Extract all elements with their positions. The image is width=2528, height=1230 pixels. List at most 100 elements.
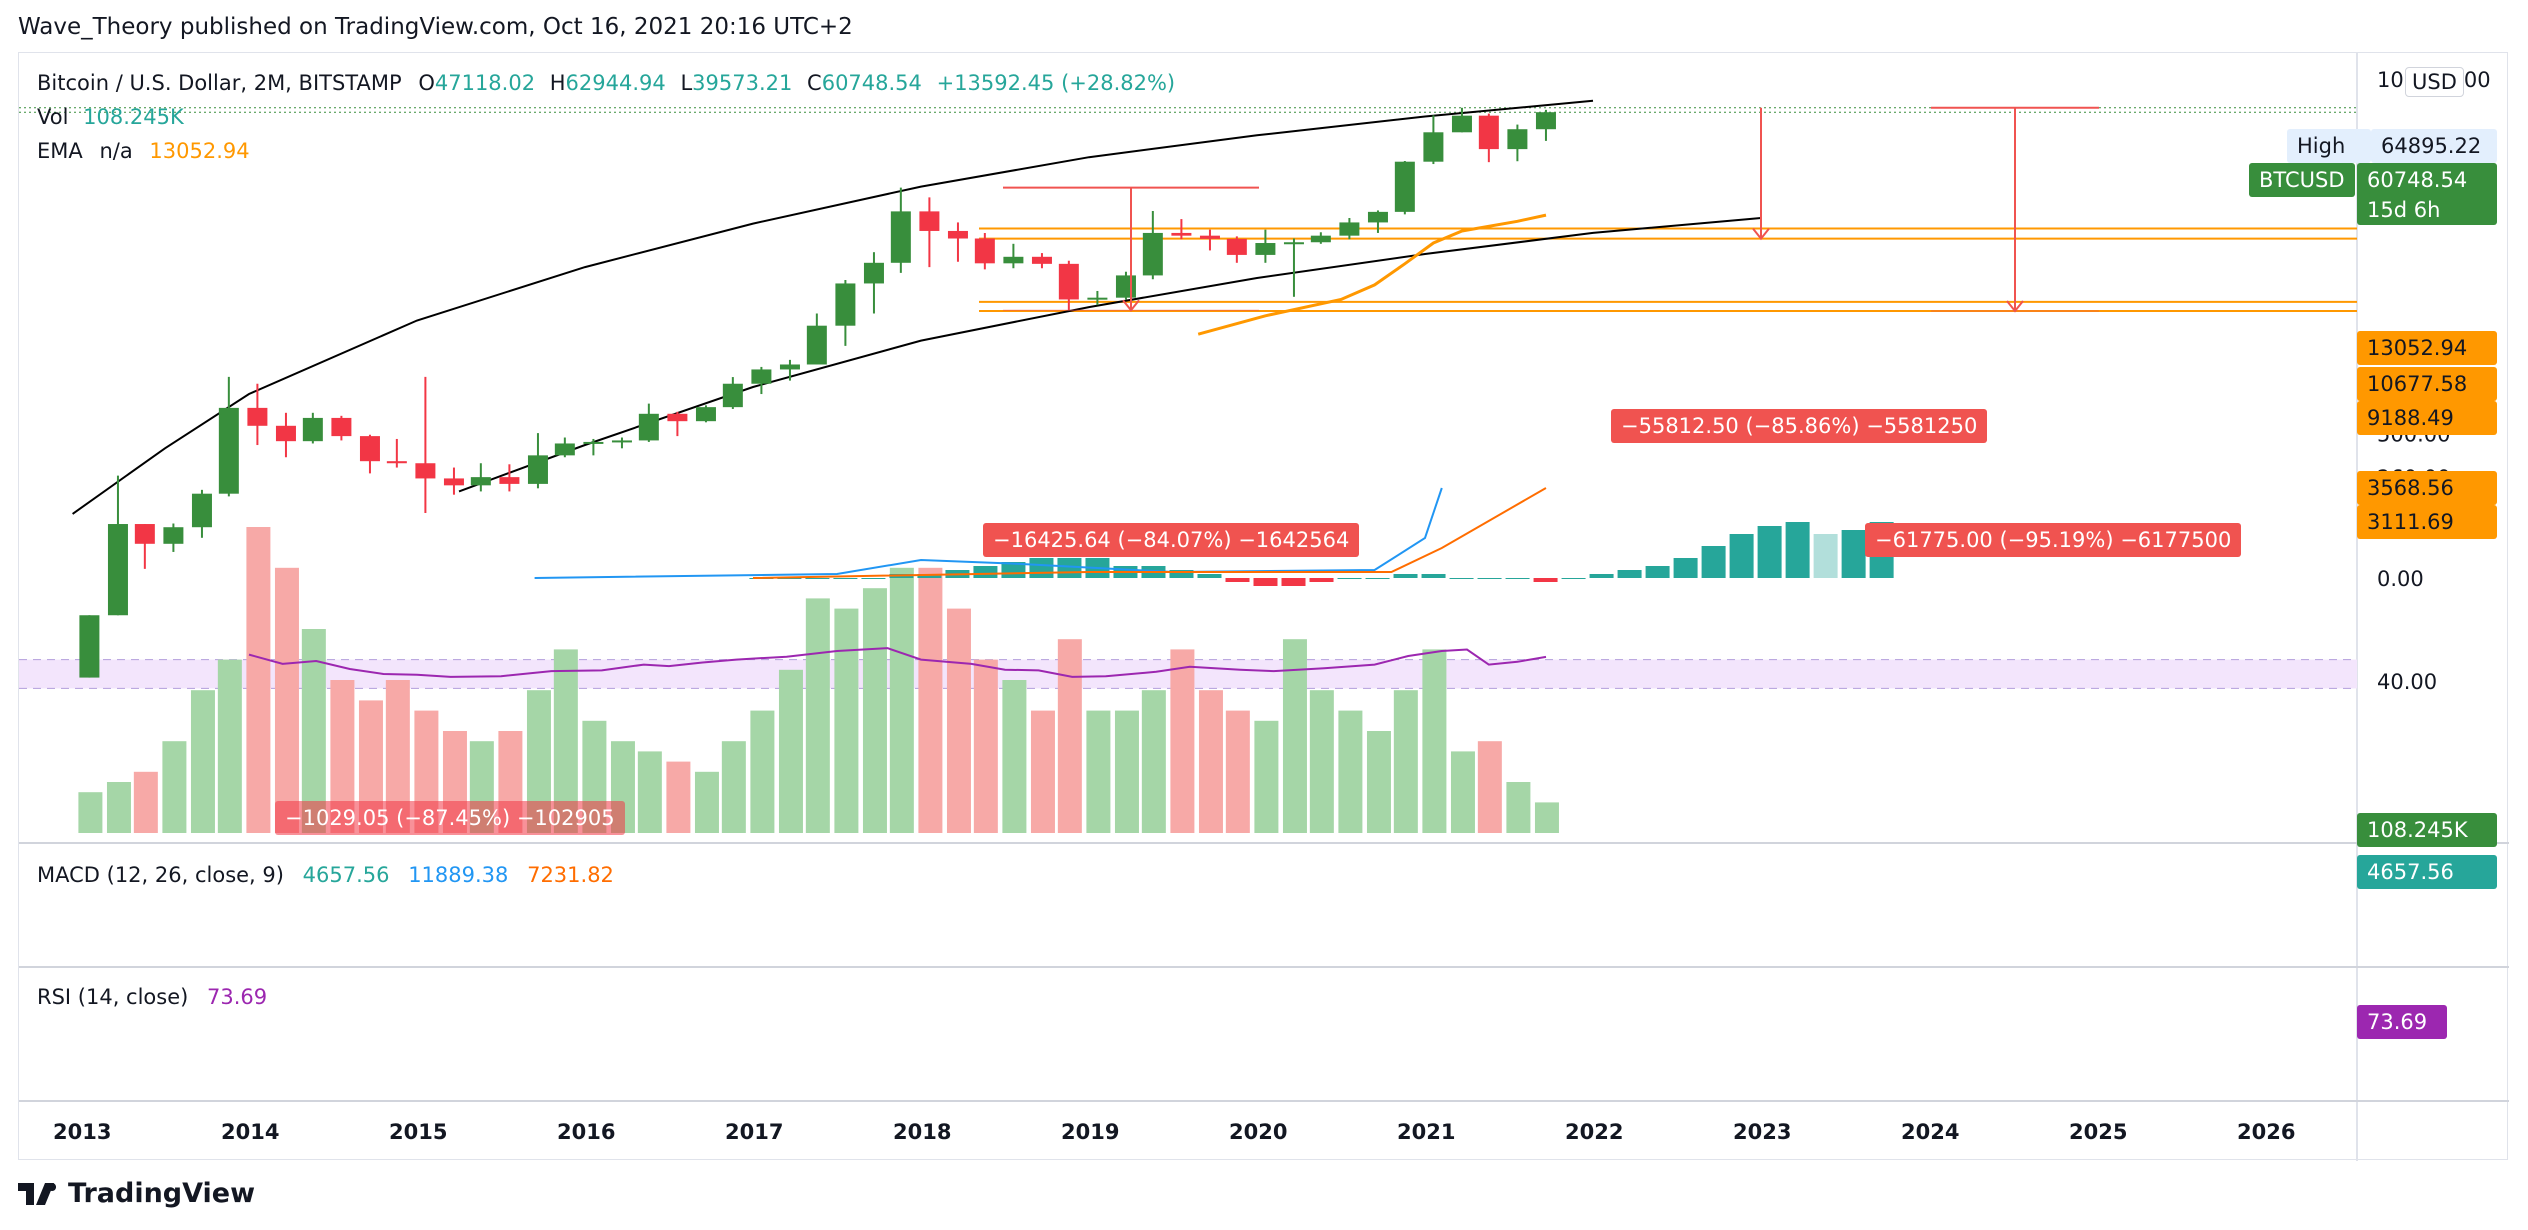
macd-histogram-bar [1841, 530, 1866, 578]
rsi-legend: RSI (14, close) 73.69 [37, 985, 267, 1009]
macd-histogram-bar [1729, 534, 1754, 578]
volume-bar [973, 659, 998, 833]
publisher-line: Wave_Theory published on TradingView.com… [18, 14, 853, 40]
x-tick-label: 2019 [1061, 1120, 1119, 1144]
chart-frame[interactable]: 180000.00100000.0026000.002000.001000.00… [18, 52, 2509, 1161]
candle-body [835, 283, 856, 326]
candle-body [1031, 256, 1052, 264]
x-tick-label: 2026 [2237, 1120, 2295, 1144]
candle-body [247, 407, 268, 426]
macd-histogram-bar [1309, 578, 1334, 582]
candle-body [79, 615, 100, 678]
level-tag-3: 3568.56 [2357, 471, 2497, 505]
ema-na: n/a [99, 139, 133, 163]
currency-button[interactable]: USD [2405, 67, 2464, 97]
ema-line [1197, 213, 1547, 336]
volume-bar [862, 588, 887, 833]
candle-body [443, 478, 464, 486]
upper-trend-curve [72, 99, 1594, 515]
volume-bar [1114, 710, 1139, 833]
candle-body [1451, 115, 1472, 133]
x-tick-label: 2013 [53, 1120, 111, 1144]
volume-bar [1225, 710, 1250, 833]
volume-bar [1338, 710, 1363, 833]
candle-body [974, 238, 995, 264]
macd-histogram-bar [1057, 558, 1082, 578]
rsi-tick-label: 40.00 [2377, 670, 2437, 694]
candle-body [218, 407, 239, 494]
macd-histogram-bar [1449, 578, 1474, 579]
volume-value: 108.245K [83, 105, 184, 129]
macd-histogram-bar [1813, 534, 1838, 578]
macd-histogram-bar [1757, 526, 1782, 578]
macd-histogram-bar [1197, 574, 1222, 578]
rsi-tag: 73.69 [2357, 1005, 2447, 1039]
volume-bar [1477, 741, 1502, 833]
candle-body [191, 493, 212, 528]
macd-signal-value: 7231.82 [527, 863, 614, 887]
macd-histogram-bar [973, 566, 998, 578]
symbol-name: Bitcoin / U.S. Dollar, 2M, BITSTAMP [37, 71, 402, 95]
candle-body [1087, 297, 1108, 300]
candle-body [695, 407, 716, 422]
candle-body [134, 524, 155, 544]
volume-bar [1170, 649, 1195, 833]
macd-histogram-bar [1365, 578, 1390, 579]
measure-label-3[interactable]: −61775.00 (−95.19%) −6177500 [1865, 523, 2242, 557]
volume-bar [162, 741, 187, 833]
candle-body [359, 436, 380, 462]
macd-histogram-bar [1281, 578, 1306, 586]
footer-brand[interactable]: TradingView [18, 1178, 255, 1209]
macd-histogram-bar [777, 578, 802, 579]
macd-histogram-bar [1169, 570, 1194, 578]
macd-histogram-bar [1785, 522, 1810, 578]
candle-body [1142, 232, 1163, 276]
high-tag-value: 64895.22 [2371, 129, 2497, 163]
measure-label-4[interactable]: −1029.05 (−87.45%) −102905 [275, 801, 625, 835]
low-label: L [680, 71, 693, 95]
volume-bar [694, 771, 719, 833]
macd-hist-value: 4657.56 [302, 863, 390, 887]
volume-bar [1057, 639, 1082, 833]
candle-body [527, 455, 548, 484]
x-tick-label: 2018 [893, 1120, 951, 1144]
candle-body [779, 364, 800, 370]
volume-bar [78, 792, 103, 833]
candle-body [386, 461, 407, 464]
candle-body [554, 443, 575, 456]
volume-bar [1534, 802, 1559, 833]
close-value: 60748.54 [821, 71, 922, 95]
candle-body [1367, 211, 1388, 223]
x-tick-label: 2022 [1565, 1120, 1623, 1144]
macd-histogram-bar [1645, 566, 1670, 578]
high-value: 62944.94 [565, 71, 666, 95]
volume-bar [1086, 710, 1111, 833]
bar-countdown: 15d 6h [2367, 198, 2441, 222]
ema-label: EMA [37, 139, 83, 163]
candle-body [1478, 115, 1499, 150]
volume-bar [190, 690, 215, 833]
macd-histogram-bar [1561, 578, 1586, 579]
volume-bar [1393, 690, 1418, 833]
candle-body [470, 477, 491, 486]
volume-bar [918, 567, 943, 833]
volume-bar [1450, 751, 1475, 833]
rsi-legend-value: 73.69 [207, 985, 268, 1009]
candle-body [638, 413, 659, 441]
volume-bar [750, 710, 775, 833]
candle-body [1003, 256, 1024, 264]
candle-body [1394, 161, 1415, 212]
low-value: 39573.21 [692, 71, 793, 95]
measure-label-2[interactable]: −16425.64 (−84.07%) −1642564 [983, 523, 1360, 557]
volume-bar [778, 669, 803, 833]
volume-bar [1422, 649, 1447, 833]
tradingview-logo-icon [18, 1182, 57, 1205]
macd-histogram-bar [1673, 558, 1698, 578]
level-tag-1: 10677.58 [2357, 367, 2497, 401]
price-chart[interactable]: 180000.00100000.0026000.002000.001000.00… [19, 53, 2509, 1161]
x-tick-label: 2014 [221, 1120, 279, 1144]
candle-body [1199, 235, 1220, 239]
measure-label-1[interactable]: −55812.50 (−85.86%) −5581250 [1611, 409, 1988, 443]
ema-legend: EMA n/a 13052.94 [37, 139, 250, 163]
ema-value: 13052.94 [149, 139, 250, 163]
